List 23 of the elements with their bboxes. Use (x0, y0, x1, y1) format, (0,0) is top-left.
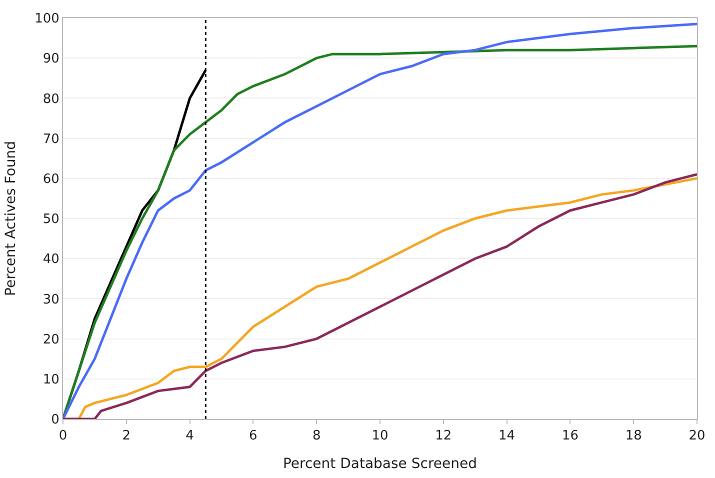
y-tick-label: 60 (42, 172, 60, 187)
y-tick-label: 0 (51, 412, 60, 428)
x-tick-label: 8 (312, 428, 321, 444)
y-tick-label: 70 (42, 132, 60, 147)
x-tick-label: 16 (562, 428, 578, 444)
y-tick-label: 90 (42, 52, 60, 67)
x-tick-label: 10 (372, 428, 388, 444)
x-tick-label: 18 (625, 428, 642, 444)
y-tick-label: 10 (42, 372, 60, 388)
x-tick-label: 6 (249, 428, 258, 444)
x-tick-label: 2 (122, 428, 131, 444)
y-tick-label: 30 (42, 292, 60, 308)
x-tick-label: 14 (498, 428, 516, 444)
y-tick-label: 100 (34, 12, 60, 27)
y-tick-label: 80 (42, 92, 60, 107)
x-tick-label: 12 (435, 428, 452, 444)
y-tick-label: 20 (42, 332, 60, 348)
y-axis-title: Percent Actives Found (3, 141, 20, 296)
x-tick-label: 20 (688, 428, 706, 444)
x-axis-title: Percent Database Screened (282, 456, 478, 472)
y-tick-label: 50 (42, 212, 60, 228)
y-tick-label: 40 (42, 252, 60, 268)
x-tick-label: 4 (186, 428, 194, 444)
